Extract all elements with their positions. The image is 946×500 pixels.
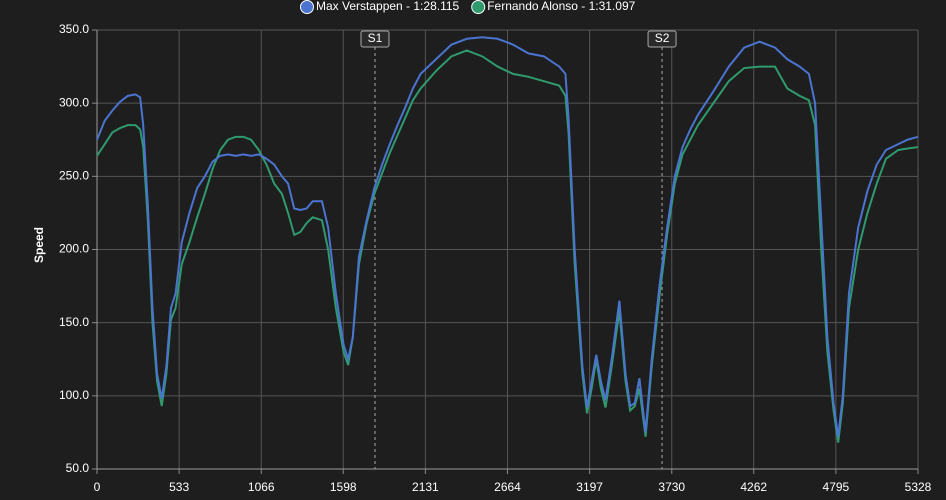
sector-label: S1 [368, 31, 383, 45]
legend-label: Max Verstappen - 1:28.115 [316, 0, 460, 13]
series-line [96, 36, 919, 437]
legend-marker [471, 0, 486, 14]
y-tick-label: 250.0 [59, 169, 89, 183]
y-tick-label: 150.0 [59, 315, 89, 329]
x-tick-label: 2664 [494, 480, 521, 494]
y-tick-label: 100.0 [59, 388, 89, 402]
x-tick-label: 1598 [330, 480, 357, 494]
y-tick-label: 350.0 [59, 22, 89, 36]
legend-label: Fernando Alonso - 1:31.097 [487, 0, 635, 13]
legend-marker [300, 0, 314, 14]
series-line [96, 49, 919, 443]
x-tick-label: 1066 [248, 480, 275, 494]
x-tick-label: 3730 [658, 480, 685, 494]
sector-label: S2 [655, 31, 670, 45]
sector-label-box [647, 30, 677, 48]
x-tick-label: 3197 [576, 480, 603, 494]
x-tick-label: 0 [94, 480, 101, 494]
sector-label-box [360, 30, 390, 48]
y-tick-label: 300.0 [59, 95, 89, 109]
x-tick-label: 5328 [905, 480, 932, 494]
x-tick-label: 2131 [412, 480, 439, 494]
x-tick-label: 4262 [740, 480, 767, 494]
x-tick-label: 533 [169, 480, 189, 494]
x-tick-label: 4795 [823, 480, 850, 494]
y-tick-label: 50.0 [66, 461, 90, 475]
y-axis-label: Speed [32, 227, 46, 263]
y-tick-label: 200.0 [59, 242, 89, 256]
